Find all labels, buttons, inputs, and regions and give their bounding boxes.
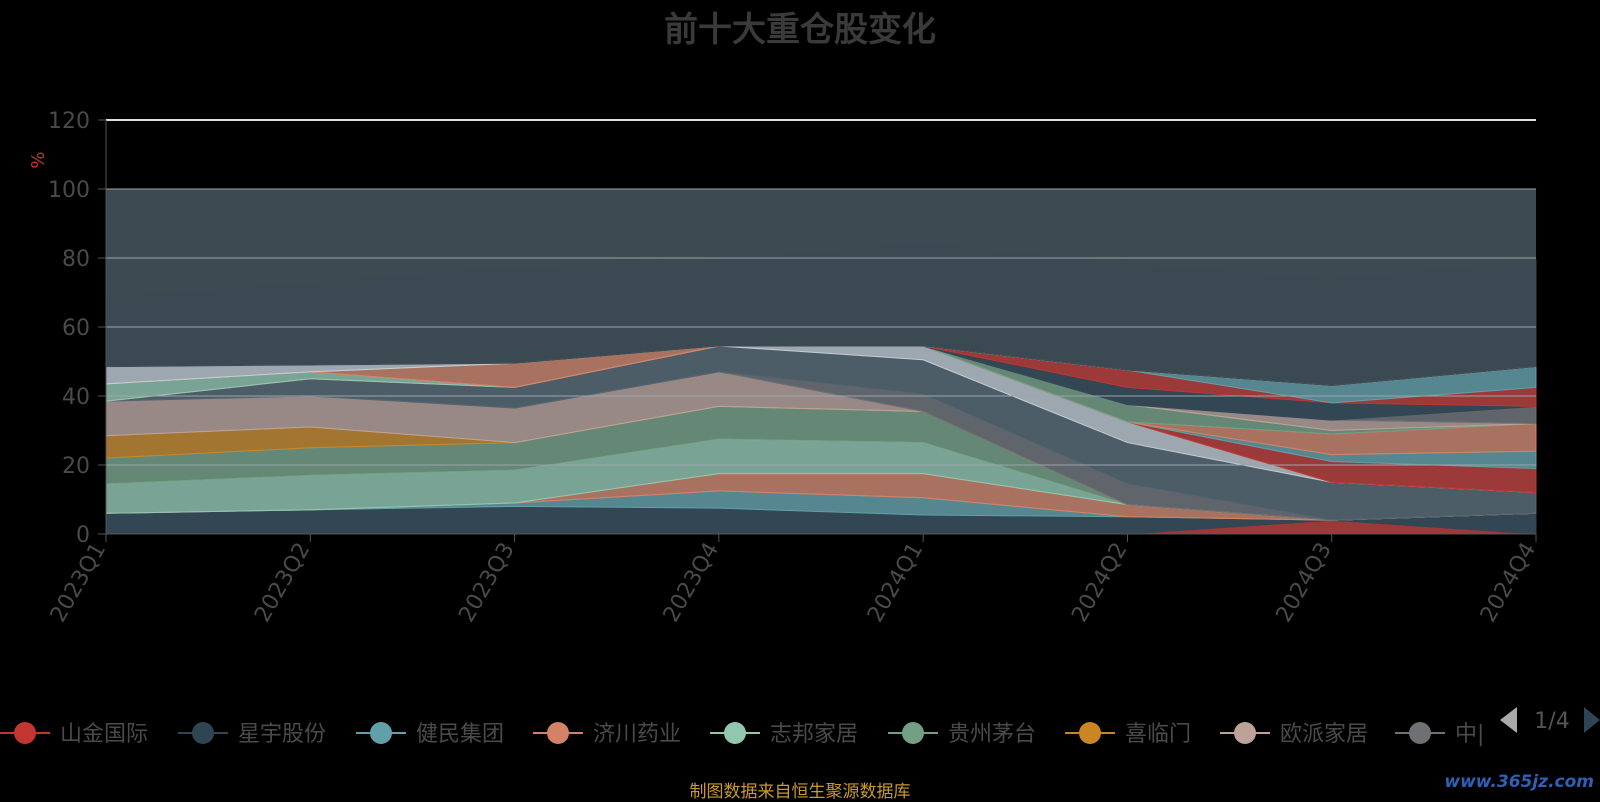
x-tick-label: 2023Q3 <box>454 539 519 627</box>
legend-item-7[interactable]: 欧派家居 <box>1220 722 1368 747</box>
legend-item-8[interactable]: 中| <box>1395 722 1484 747</box>
legend-marker-icon <box>1079 722 1101 744</box>
watermark: www.365jz.com <box>1444 772 1594 792</box>
x-tick-label: 2023Q2 <box>250 539 315 627</box>
y-tick-label: 60 <box>62 316 90 341</box>
y-axis-label: % <box>28 151 49 168</box>
legend-label: 健民集团 <box>416 722 504 747</box>
chart-title: 前十大重仓股变化 <box>664 10 936 50</box>
legend-marker-icon <box>14 722 36 744</box>
prev-page-icon[interactable] <box>1500 707 1517 733</box>
legend-marker-icon <box>1234 722 1256 744</box>
legend-item-1[interactable]: 星宇股份 <box>178 722 326 747</box>
x-tick-label: 2023Q4 <box>659 539 724 627</box>
legend-marker-icon <box>902 722 924 744</box>
legend-label: 欧派家居 <box>1280 722 1368 747</box>
legend-item-3[interactable]: 济川药业 <box>533 722 681 747</box>
legend[interactable]: 山金国际 星宇股份 健民集团 济川药业 志邦家居 贵州茅台 喜临门 欧派家居 中|索菲亚美的集团… <box>0 722 1484 747</box>
y-tick-label: 40 <box>62 385 90 410</box>
legend-label: 山金国际 <box>60 722 148 747</box>
x-tick-label: 2024Q2 <box>1067 539 1132 627</box>
legend-pager[interactable]: 1/4 <box>1500 707 1600 734</box>
legend-item-0[interactable]: 山金国际 <box>0 722 148 747</box>
legend-item-5[interactable]: 贵州茅台 <box>888 722 1036 747</box>
legend-marker-icon <box>547 722 569 744</box>
area-series-group <box>105 241 1537 535</box>
legend-label: 志邦家居 <box>770 722 858 747</box>
x-tick-label: 2024Q4 <box>1476 539 1541 627</box>
x-tick-label: 2024Q1 <box>863 539 928 627</box>
y-tick-label: 100 <box>48 178 90 203</box>
area-series-23[interactable] <box>105 241 1537 387</box>
x-tick-label: 2023Q1 <box>46 539 111 627</box>
pager-label: 1/4 <box>1534 709 1569 734</box>
legend-marker-icon <box>370 722 392 744</box>
legend-marker-icon <box>192 722 214 744</box>
legend-marker-icon <box>724 722 746 744</box>
legend-label: 喜临门 <box>1125 722 1191 747</box>
source-note: 制图数据来自恒生聚源数据库 <box>689 782 911 802</box>
y-tick-label: 0 <box>76 523 90 548</box>
y-tick-label: 80 <box>62 247 90 272</box>
legend-item-2[interactable]: 健民集团 <box>356 722 504 747</box>
x-tick-label: 2024Q3 <box>1272 539 1337 627</box>
legend-item-6[interactable]: 喜临门 <box>1065 722 1191 747</box>
legend-label: 贵州茅台 <box>948 722 1036 747</box>
legend-item-4[interactable]: 志邦家居 <box>710 722 858 747</box>
legend-label: 中| <box>1455 722 1484 747</box>
y-tick-label: 20 <box>62 454 90 479</box>
y-tick-label: 120 <box>48 109 90 134</box>
legend-label: 济川药业 <box>593 722 681 747</box>
legend-marker-icon <box>1409 722 1431 744</box>
legend-label: 星宇股份 <box>238 722 326 747</box>
next-page-icon[interactable] <box>1584 707 1600 733</box>
